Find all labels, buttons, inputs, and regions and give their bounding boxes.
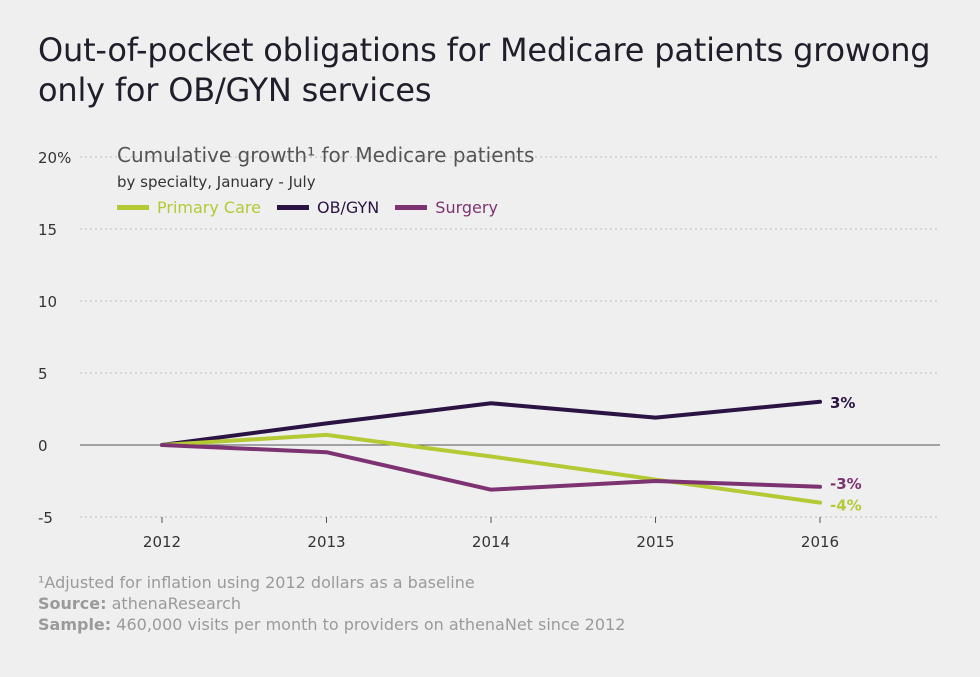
source-label: Source:	[38, 594, 107, 613]
y-tick-label: 5	[38, 365, 48, 383]
footer: ¹Adjusted for inflation using 2012 dolla…	[38, 572, 625, 635]
x-tick-label: 2012	[143, 533, 181, 551]
end-label: -4%	[830, 497, 862, 515]
source-value: athenaResearch	[106, 594, 242, 613]
x-tick-label: 2014	[472, 533, 510, 551]
x-tick-label: 2015	[636, 533, 674, 551]
legend-label-obgyn: OB/GYN	[316, 198, 380, 217]
y-tick-label: -5	[38, 509, 53, 527]
chart-title: Out-of-pocket obligations for Medicare p…	[38, 31, 931, 109]
legend-item-primary-care: Primary Care	[117, 198, 261, 217]
end-label: -3%	[830, 475, 862, 493]
legend-label-primary-care: Primary Care	[157, 198, 261, 217]
sample-line: Sample: 460,000 visits per month to prov…	[38, 614, 625, 635]
sample-value: 460,000 visits per month to providers on…	[111, 615, 626, 634]
x-tick-label: 2013	[307, 533, 345, 551]
sample-label: Sample:	[38, 615, 112, 634]
legend-swatch-primary-care	[117, 205, 149, 210]
y-tick-label: 0	[38, 437, 48, 455]
chart-subtitle-2: by specialty, January - July	[117, 173, 316, 191]
legend-item-obgyn: OB/GYN	[276, 198, 380, 217]
gridlines	[80, 156, 940, 518]
x-tick-labels: 2012 2013 2014 2015 2016	[143, 517, 839, 551]
series-lines	[160, 399, 822, 505]
legend: Primary Care OB/GYN Surgery	[117, 198, 498, 217]
series-line-primary-care	[160, 432, 822, 505]
y-tick-label: 10	[38, 293, 57, 311]
end-labels: -4% 3% -3%	[830, 394, 862, 515]
series-line-ob-gyn	[160, 399, 822, 447]
legend-label-surgery: Surgery	[435, 198, 498, 217]
legend-item-surgery: Surgery	[395, 198, 498, 217]
source-line: Source: athenaResearch	[38, 593, 625, 614]
series-line-surgery	[160, 443, 822, 492]
legend-swatch-obgyn	[276, 205, 309, 210]
y-tick-label: 15	[38, 221, 57, 239]
end-label: 3%	[830, 394, 855, 412]
y-tick-label: 20%	[38, 149, 71, 167]
chart-subtitle: Cumulative growth¹ for Medicare patients	[117, 143, 535, 167]
x-tick-label: 2016	[801, 533, 839, 551]
y-tick-labels: 20% 15 10 5 0 -5	[38, 149, 71, 527]
footnote: ¹Adjusted for inflation using 2012 dolla…	[38, 573, 475, 592]
legend-swatch-surgery	[395, 205, 428, 210]
